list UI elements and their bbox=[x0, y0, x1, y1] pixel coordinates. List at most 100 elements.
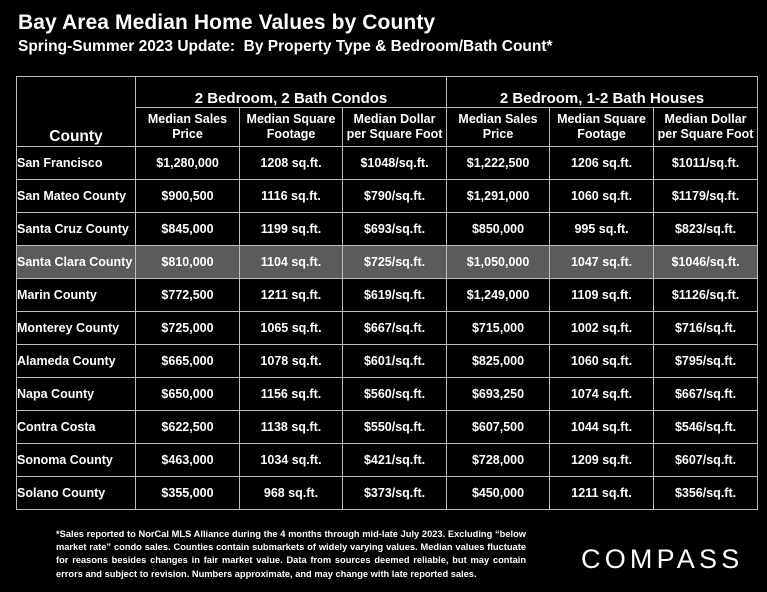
condo-dpsf: $1048/sq.ft. bbox=[341, 146, 448, 180]
subheader-row: Median Sales Price Median Square Footage M… bbox=[17, 107, 759, 147]
condo-dpsf: $421/sq.ft. bbox=[341, 443, 448, 477]
page-title: Bay Area Median Home Values by County bbox=[18, 11, 436, 34]
house-dpsf: $1179/sq.ft. bbox=[653, 179, 759, 213]
compass-logo: COMPASS bbox=[581, 544, 744, 574]
condo-dpsf-header: Median Dollar per Square Foot bbox=[341, 107, 448, 147]
condo-dpsf: $601/sq.ft. bbox=[341, 344, 448, 378]
house-price: $607,500 bbox=[446, 410, 551, 444]
table-row: San Mateo County $900,500 1116 sq.ft. $7… bbox=[16, 179, 759, 213]
table-row: Santa Cruz County $845,000 1199 sq.ft. $… bbox=[16, 212, 759, 246]
house-price: $1,249,000 bbox=[446, 278, 551, 312]
condo-price: $355,000 bbox=[135, 476, 240, 510]
page-subtitle: Spring-Summer 2023 Update: By Property T… bbox=[18, 38, 553, 55]
condo-sqft: 1104 sq.ft. bbox=[239, 245, 343, 279]
house-dpsf: $1126/sq.ft. bbox=[653, 278, 759, 312]
house-price: $1,222,500 bbox=[446, 146, 551, 180]
house-sqft-header-line2: Footage bbox=[577, 127, 626, 141]
condo-dpsf: $560/sq.ft. bbox=[341, 377, 448, 411]
house-price: $728,000 bbox=[446, 443, 551, 477]
county-name: San Francisco bbox=[16, 146, 136, 180]
footnote: *Sales reported to NorCal MLS Alliance d… bbox=[56, 529, 526, 579]
house-dpsf: $1046/sq.ft. bbox=[653, 245, 759, 279]
house-price: $715,000 bbox=[446, 311, 551, 345]
condo-dpsf-header-line2: per Square Foot bbox=[346, 127, 443, 141]
condo-sqft: 968 sq.ft. bbox=[239, 476, 343, 510]
condo-sqft: 1078 sq.ft. bbox=[239, 344, 343, 378]
condo-sqft-header: Median Square Footage bbox=[239, 107, 343, 147]
condo-sqft: 1034 sq.ft. bbox=[239, 443, 343, 477]
condo-sqft: 1065 sq.ft. bbox=[239, 311, 343, 345]
county-name: Monterey County bbox=[16, 311, 136, 345]
condo-dpsf: $693/sq.ft. bbox=[341, 212, 448, 246]
condo-price: $900,500 bbox=[135, 179, 240, 213]
county-name: Napa County bbox=[16, 377, 136, 411]
house-sqft: 995 sq.ft. bbox=[549, 212, 655, 246]
condo-price: $810,000 bbox=[135, 245, 240, 279]
house-dpsf-header-line1: Median Dollar bbox=[664, 112, 747, 126]
house-dpsf: $716/sq.ft. bbox=[653, 311, 759, 345]
condo-sqft-header-line1: Median Square bbox=[246, 112, 336, 126]
condo-dpsf: $790/sq.ft. bbox=[341, 179, 448, 213]
house-price-header: Median Sales Price bbox=[446, 107, 551, 147]
house-sqft: 1209 sq.ft. bbox=[549, 443, 655, 477]
house-sqft: 1060 sq.ft. bbox=[549, 344, 655, 378]
county-name: San Mateo County bbox=[16, 179, 136, 213]
house-sqft: 1047 sq.ft. bbox=[549, 245, 655, 279]
house-dpsf: $667/sq.ft. bbox=[653, 377, 759, 411]
condos-group-header: 2 Bedroom, 2 Bath Condos bbox=[134, 76, 448, 108]
county-name: Santa Cruz County bbox=[16, 212, 136, 246]
county-name: Sonoma County bbox=[16, 443, 136, 477]
condo-sqft: 1138 sq.ft. bbox=[239, 410, 343, 444]
condo-sqft: 1116 sq.ft. bbox=[239, 179, 343, 213]
house-sqft: 1211 sq.ft. bbox=[549, 476, 655, 510]
house-dpsf: $795/sq.ft. bbox=[653, 344, 759, 378]
house-sqft: 1074 sq.ft. bbox=[549, 377, 655, 411]
house-price: $1,291,000 bbox=[446, 179, 551, 213]
house-sqft: 1044 sq.ft. bbox=[549, 410, 655, 444]
house-price-header-line2: Price bbox=[482, 127, 514, 141]
houses-group-header: 2 Bedroom, 1-2 Bath Houses bbox=[446, 76, 759, 108]
house-dpsf: $546/sq.ft. bbox=[653, 410, 759, 444]
house-dpsf-header-line2: per Square Foot bbox=[657, 127, 754, 141]
house-dpsf: $607/sq.ft. bbox=[653, 443, 759, 477]
condo-price-header: Median Sales Price bbox=[135, 107, 240, 147]
county-name: Santa Clara County bbox=[16, 245, 136, 279]
county-name: Contra Costa bbox=[16, 410, 136, 444]
house-price: $450,000 bbox=[446, 476, 551, 510]
condo-dpsf: $550/sq.ft. bbox=[341, 410, 448, 444]
table-row: Solano County $355,000 968 sq.ft. $373/s… bbox=[16, 476, 759, 510]
house-price: $693,250 bbox=[446, 377, 551, 411]
house-price: $1,050,000 bbox=[446, 245, 551, 279]
condo-sqft: 1156 sq.ft. bbox=[239, 377, 343, 411]
table-row: Sonoma County $463,000 1034 sq.ft. $421/… bbox=[16, 443, 759, 477]
county-name: Marin County bbox=[16, 278, 136, 312]
table-row: Contra Costa $622,500 1138 sq.ft. $550/s… bbox=[16, 410, 759, 444]
condo-sqft-header-line2: Footage bbox=[266, 127, 316, 141]
group-header-row: County 2 Bedroom, 2 Bath Condos 2 Bedroo… bbox=[16, 76, 759, 147]
house-sqft: 1002 sq.ft. bbox=[549, 311, 655, 345]
house-price: $850,000 bbox=[446, 212, 551, 246]
condo-price: $772,500 bbox=[135, 278, 240, 312]
condo-dpsf: $373/sq.ft. bbox=[341, 476, 448, 510]
home-values-table: County 2 Bedroom, 2 Bath Condos 2 Bedroo… bbox=[16, 76, 759, 510]
county-name: Alameda County bbox=[16, 344, 136, 378]
condo-sqft: 1199 sq.ft. bbox=[239, 212, 343, 246]
condo-dpsf-header-line1: Median Dollar bbox=[353, 112, 436, 126]
house-dpsf-header: Median Dollar per Square Foot bbox=[653, 107, 759, 147]
county-name: Solano County bbox=[16, 476, 136, 510]
county-column-header: County bbox=[16, 76, 136, 147]
condo-sqft: 1211 sq.ft. bbox=[239, 278, 343, 312]
condo-price: $845,000 bbox=[135, 212, 240, 246]
condo-dpsf: $725/sq.ft. bbox=[341, 245, 448, 279]
house-sqft: 1060 sq.ft. bbox=[549, 179, 655, 213]
table-row: San Francisco $1,280,000 1208 sq.ft. $10… bbox=[16, 146, 759, 180]
condo-price: $665,000 bbox=[135, 344, 240, 378]
condo-price: $650,000 bbox=[135, 377, 240, 411]
condo-sqft: 1208 sq.ft. bbox=[239, 146, 343, 180]
condo-dpsf: $667/sq.ft. bbox=[341, 311, 448, 345]
house-sqft: 1206 sq.ft. bbox=[549, 146, 655, 180]
house-sqft-header: Median Square Footage bbox=[549, 107, 655, 147]
condo-price-header-line2: Price bbox=[172, 127, 203, 141]
table-row-highlighted: Santa Clara County $810,000 1104 sq.ft. … bbox=[16, 245, 759, 279]
table-row: Monterey County $725,000 1065 sq.ft. $66… bbox=[16, 311, 759, 345]
